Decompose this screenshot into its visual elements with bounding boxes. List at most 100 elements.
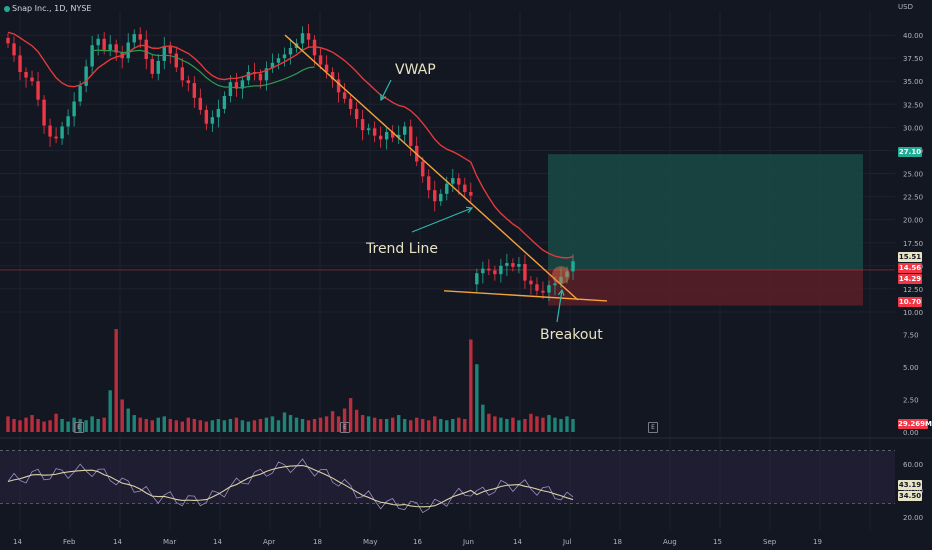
candle	[541, 290, 545, 293]
candle	[30, 77, 34, 82]
candle	[198, 97, 203, 110]
vwap-line	[7, 31, 574, 259]
candle	[228, 82, 233, 96]
candle	[481, 268, 485, 274]
price-tick-label: 30.00	[903, 124, 923, 132]
candle	[559, 276, 563, 284]
volume-bar	[162, 416, 166, 432]
candle	[324, 64, 329, 72]
candle	[523, 264, 527, 281]
candle	[168, 46, 172, 54]
candle	[264, 68, 269, 81]
rsi-tick-label: 60.00	[903, 461, 923, 469]
candle	[312, 39, 317, 56]
earnings-marker[interactable]: E	[648, 422, 658, 433]
volume-bar	[294, 417, 299, 432]
candle	[270, 62, 275, 69]
candle	[204, 109, 209, 124]
volume-bar	[174, 420, 178, 432]
candle	[469, 192, 473, 196]
volume-bar	[469, 339, 473, 432]
candle	[12, 43, 16, 56]
volume-tick-label: 0.00	[903, 429, 919, 437]
candle	[72, 101, 76, 117]
volume-bar	[403, 418, 407, 432]
volume-bar	[342, 408, 347, 432]
volume-bar	[415, 417, 419, 432]
close-price-tag: 14.29	[898, 274, 922, 284]
candle	[180, 67, 185, 81]
volume-bar	[186, 417, 191, 432]
target-price-tag: 27.10	[898, 147, 922, 157]
candle	[234, 82, 239, 89]
volume-bar	[228, 418, 233, 432]
price-tick-label: 20.00	[903, 217, 923, 225]
volume-bar	[180, 421, 185, 432]
candle	[390, 132, 395, 138]
volume-tick-label: 5.00	[903, 364, 919, 372]
trend-line-annotation: Trend Line	[366, 241, 438, 257]
candle	[529, 280, 533, 285]
trend-line	[284, 34, 579, 301]
candle	[150, 59, 154, 74]
volume-bar	[378, 418, 383, 432]
x-tick-label: Jul	[562, 538, 572, 546]
candle	[547, 285, 551, 293]
volume-bar	[547, 415, 551, 432]
x-tick-label: 18	[313, 538, 322, 546]
status-dot-icon	[4, 5, 10, 12]
breakout-annotation: Breakout	[540, 327, 603, 343]
volume-bar	[204, 421, 209, 432]
candle	[288, 48, 293, 55]
candle	[475, 273, 479, 285]
volume-bar	[559, 418, 563, 432]
rsi-line	[7, 458, 574, 514]
rsi-band	[0, 450, 895, 504]
candle	[114, 44, 118, 53]
vwap-arrow	[380, 79, 392, 101]
volume-bar	[96, 418, 100, 432]
price-tick-label: 17.50	[903, 240, 923, 248]
price-tick-label: 12.50	[903, 286, 923, 294]
volume-bar	[499, 417, 503, 432]
volume-bar	[517, 420, 521, 432]
volume-bar	[126, 408, 130, 432]
rsi-tick-label: 20.00	[903, 514, 923, 522]
volume-bar	[24, 417, 28, 432]
volume-bar	[451, 418, 455, 432]
candle	[457, 178, 461, 185]
trend-arrow	[411, 207, 473, 233]
volume-bar	[78, 418, 82, 432]
price-tick-label: 25.00	[903, 171, 923, 179]
candle	[439, 193, 443, 202]
volume-bar	[457, 417, 461, 432]
earnings-marker[interactable]: E	[340, 422, 350, 433]
volume-bar	[156, 417, 160, 432]
symbol-title: Snap Inc., 1D, NYSE	[12, 4, 92, 13]
candle	[246, 72, 251, 81]
volume-bar	[475, 364, 479, 432]
x-tick-label: 14	[13, 538, 22, 546]
volume-bar	[565, 416, 569, 432]
x-tick-label: Sep	[763, 538, 777, 546]
x-tick-label: Jun	[462, 538, 474, 546]
x-tick-label: 18	[613, 538, 622, 546]
candle	[396, 134, 401, 138]
x-tick-label: 19	[813, 538, 822, 546]
volume-bar	[487, 413, 491, 432]
vwap-arrow-head	[380, 93, 387, 102]
volume-bar	[306, 420, 311, 432]
volume-bar	[330, 411, 335, 432]
volume-bar	[48, 420, 52, 432]
candle	[96, 38, 100, 46]
candle	[499, 265, 503, 275]
volume-bar	[493, 416, 497, 432]
x-tick-label: May	[363, 538, 377, 546]
price-tick-label: 40.00	[903, 32, 923, 40]
earnings-marker[interactable]: E	[74, 422, 84, 433]
volume-bar	[348, 398, 353, 432]
price-tick-label: 32.50	[903, 101, 923, 109]
x-tick-label: Mar	[163, 538, 176, 546]
volume-bar	[12, 418, 16, 432]
